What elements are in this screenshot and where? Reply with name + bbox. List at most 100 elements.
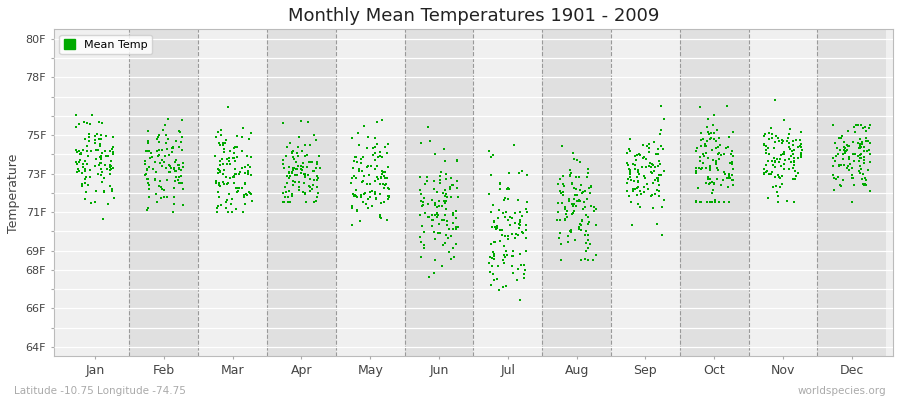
Point <box>87 140 102 146</box>
Point <box>765 131 779 138</box>
Point <box>87 162 102 169</box>
Point <box>280 194 294 201</box>
Point <box>219 204 233 211</box>
Text: worldspecies.org: worldspecies.org <box>798 386 886 396</box>
Point <box>448 225 463 232</box>
Point <box>722 173 736 180</box>
Point <box>483 241 498 248</box>
Point <box>566 201 580 208</box>
Point <box>509 277 524 284</box>
Point <box>828 153 842 159</box>
Point <box>156 127 170 133</box>
Point <box>688 170 703 176</box>
Point <box>826 122 841 129</box>
Point <box>781 140 796 146</box>
Point <box>779 198 794 204</box>
Point <box>554 230 568 236</box>
Point <box>79 160 94 167</box>
Point <box>176 164 190 170</box>
Point <box>438 176 453 183</box>
Point <box>77 136 92 142</box>
Point <box>438 232 453 238</box>
Point <box>298 190 312 196</box>
Point <box>485 262 500 269</box>
Point <box>832 163 846 169</box>
Point <box>162 162 176 168</box>
Point <box>158 153 172 159</box>
Point <box>307 199 321 206</box>
Point <box>176 186 190 192</box>
Point <box>244 198 258 204</box>
Point <box>438 240 453 246</box>
Point <box>759 169 773 175</box>
Point <box>88 155 103 162</box>
Point <box>519 172 534 178</box>
Point <box>355 156 369 162</box>
Point <box>446 210 461 216</box>
Point <box>102 201 116 207</box>
Point <box>562 228 577 234</box>
Point <box>94 132 109 138</box>
Point <box>104 171 118 177</box>
Point <box>757 166 771 172</box>
Point <box>373 212 387 218</box>
Point <box>72 168 86 174</box>
Point <box>349 187 364 194</box>
Point <box>93 143 107 150</box>
Point <box>584 183 598 190</box>
Point <box>848 128 862 135</box>
Point <box>692 199 706 206</box>
Point <box>359 164 374 170</box>
Point <box>589 222 603 229</box>
Point <box>363 189 377 196</box>
Point <box>628 186 643 193</box>
Point <box>630 192 644 198</box>
Point <box>701 116 716 123</box>
Point <box>69 124 84 130</box>
Point <box>785 148 799 154</box>
Point <box>624 177 638 183</box>
Point <box>171 176 185 183</box>
Point <box>290 150 304 156</box>
Point <box>829 176 843 182</box>
Point <box>72 148 86 154</box>
Point <box>74 150 88 156</box>
Point <box>92 136 106 143</box>
Point <box>95 150 110 156</box>
Point <box>511 170 526 176</box>
Point <box>232 169 247 176</box>
Point <box>172 174 186 180</box>
Point <box>438 200 453 206</box>
Point <box>834 182 849 189</box>
Point <box>856 180 870 187</box>
Point <box>767 155 781 161</box>
Point <box>845 150 859 157</box>
Point <box>500 185 515 191</box>
Point <box>724 147 739 154</box>
Point <box>575 206 590 212</box>
Point <box>770 171 785 178</box>
Point <box>789 172 804 179</box>
Point <box>703 163 717 170</box>
Point <box>439 191 454 198</box>
Point <box>356 178 370 184</box>
Point <box>138 158 152 164</box>
Point <box>69 112 84 119</box>
Point <box>350 159 365 166</box>
Point <box>513 217 527 224</box>
Point <box>693 154 707 160</box>
Point <box>275 190 290 196</box>
Point <box>433 177 447 183</box>
Point <box>446 211 461 218</box>
Point <box>238 164 252 170</box>
Point <box>82 138 96 144</box>
Point <box>237 191 251 198</box>
Point <box>158 165 173 171</box>
Point <box>278 184 293 190</box>
Point <box>482 254 497 261</box>
Point <box>345 222 359 228</box>
Point <box>442 226 456 232</box>
Point <box>217 146 231 152</box>
Point <box>495 226 509 233</box>
Point <box>302 182 316 189</box>
